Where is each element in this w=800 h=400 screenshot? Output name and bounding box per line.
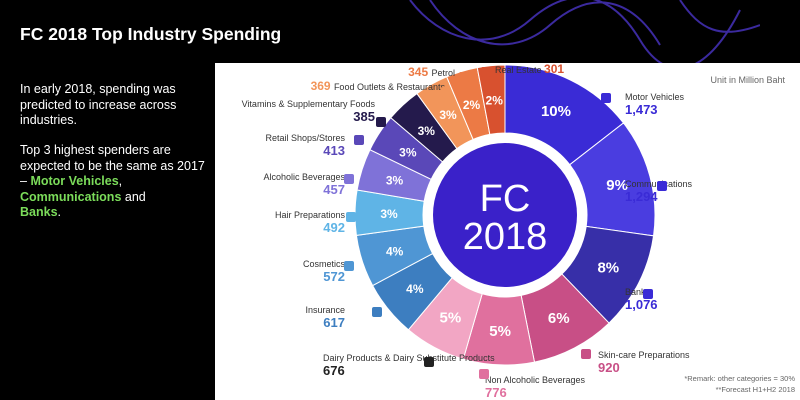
slice-pct-label: 3% (439, 108, 457, 122)
dot-icon (459, 72, 469, 82)
center-circle (433, 143, 577, 287)
center-label-year: 2018 (463, 216, 548, 258)
slice-pct-label: 10% (541, 103, 571, 120)
category-name-label: Skin-care Preparations (598, 350, 690, 360)
mask-icon (581, 349, 591, 359)
slice-pct-label: 5% (439, 309, 461, 326)
category-name-label: Alcoholic Beverages (263, 172, 345, 182)
slice-pct-label: 2% (486, 94, 504, 108)
category-value-label: 1,076 (625, 297, 658, 312)
slice-pct-label: 3% (386, 174, 404, 188)
category-value-label: 776 (485, 385, 507, 400)
category-name-label: Hair Preparations (275, 210, 346, 220)
dot-icon (481, 67, 491, 77)
remark-other-categories: *Remark: other categories = 30% (684, 374, 795, 383)
shield-icon (372, 307, 382, 317)
lipstick-icon (344, 261, 354, 271)
summary-paragraph-1: In early 2018, spending was predicted to… (20, 82, 177, 128)
car-icon (601, 93, 611, 103)
slide-title: FC 2018 Top Industry Spending (20, 24, 282, 44)
slice-pct-label: 4% (386, 245, 404, 259)
category-name-label: Non Alcoholic Beverages (485, 375, 586, 385)
category-value-label: 385 (353, 109, 375, 124)
summary-text: In early 2018, spending was predicted to… (20, 82, 205, 235)
pill-icon (376, 117, 386, 127)
category-value-label: 492 (323, 220, 345, 235)
slice-pct-label: 3% (418, 124, 436, 138)
category-value-label: 920 (598, 360, 620, 375)
slice-pct-label: 8% (597, 260, 619, 277)
slice-pct-label: 3% (399, 146, 417, 160)
dot-icon (441, 87, 451, 97)
category-value-label: 676 (323, 363, 345, 378)
summary-paragraph-2: Top 3 highest spenders are expected to b… (20, 143, 205, 221)
decorative-waves (409, 0, 760, 70)
category-name-label: Banks (625, 287, 651, 297)
slice-pct-label: 4% (406, 282, 424, 296)
category-value-label: 413 (323, 143, 345, 158)
slice-pct-label: 5% (489, 323, 511, 340)
category-value-label: 572 (323, 269, 345, 284)
category-name-label: Dairy Products & Dairy Substitute Produc… (323, 353, 495, 363)
hair-icon (346, 212, 356, 222)
category-name-label: Cosmetics (303, 259, 346, 269)
milk-icon (424, 357, 434, 367)
slice-pct-label: 6% (548, 310, 570, 327)
slice-pct-label: 2% (463, 98, 481, 112)
center-label-fc: FC (480, 178, 531, 220)
category-value-label: 457 (323, 182, 345, 197)
donut-chart: 10%9%8%6%5%5%4%4%3%3%3%3%3%2% 2%FC2018Mot… (242, 63, 796, 400)
slice-pct-label: 9% (606, 177, 628, 194)
bank-icon (643, 289, 653, 299)
slice-pct-label: 3% (380, 207, 398, 221)
category-value-label: 1,473 (625, 102, 658, 117)
category-label: 345 Petrol (408, 65, 455, 79)
category-label: Real Estate 301 (495, 63, 564, 76)
comma-text: , (118, 174, 123, 189)
paragraph-2-text: Top 3 highest spenders are expected to b… (20, 142, 205, 189)
category-name-label: Motor Vehicles (625, 92, 685, 102)
drink-icon (479, 369, 489, 379)
category-name-label: Retail Shops/Stores (265, 133, 345, 143)
chat-bubble-icon (657, 181, 667, 191)
category-name-label: Insurance (305, 305, 345, 315)
beer-icon (344, 174, 354, 184)
highlight-communications: Communications (20, 189, 122, 204)
remark-forecast: **Forecast H1+H2 2018 (716, 385, 795, 394)
slice-real-estate (476, 64, 506, 135)
highlight-motor-vehicles: Motor Vehicles (30, 174, 119, 189)
category-name-label: Vitamins & Supplementary Foods (242, 99, 376, 109)
category-value-label: 617 (323, 315, 345, 330)
highlight-banks: Banks (20, 205, 58, 220)
unit-note: Unit in Million Baht (710, 75, 785, 85)
period-text: . (57, 205, 62, 220)
chart-panel: 10% 9% 8% 6% 5% 5% 4% 4% 3% 3% 3% 3% 3% 2% 2% FC 2018 Mot… (215, 63, 800, 400)
category-value-label: 1,294 (625, 189, 658, 204)
store-icon (354, 135, 364, 145)
category-label: 369 Food Outlets & Restaurants (311, 79, 446, 93)
and-text: and (121, 189, 146, 204)
